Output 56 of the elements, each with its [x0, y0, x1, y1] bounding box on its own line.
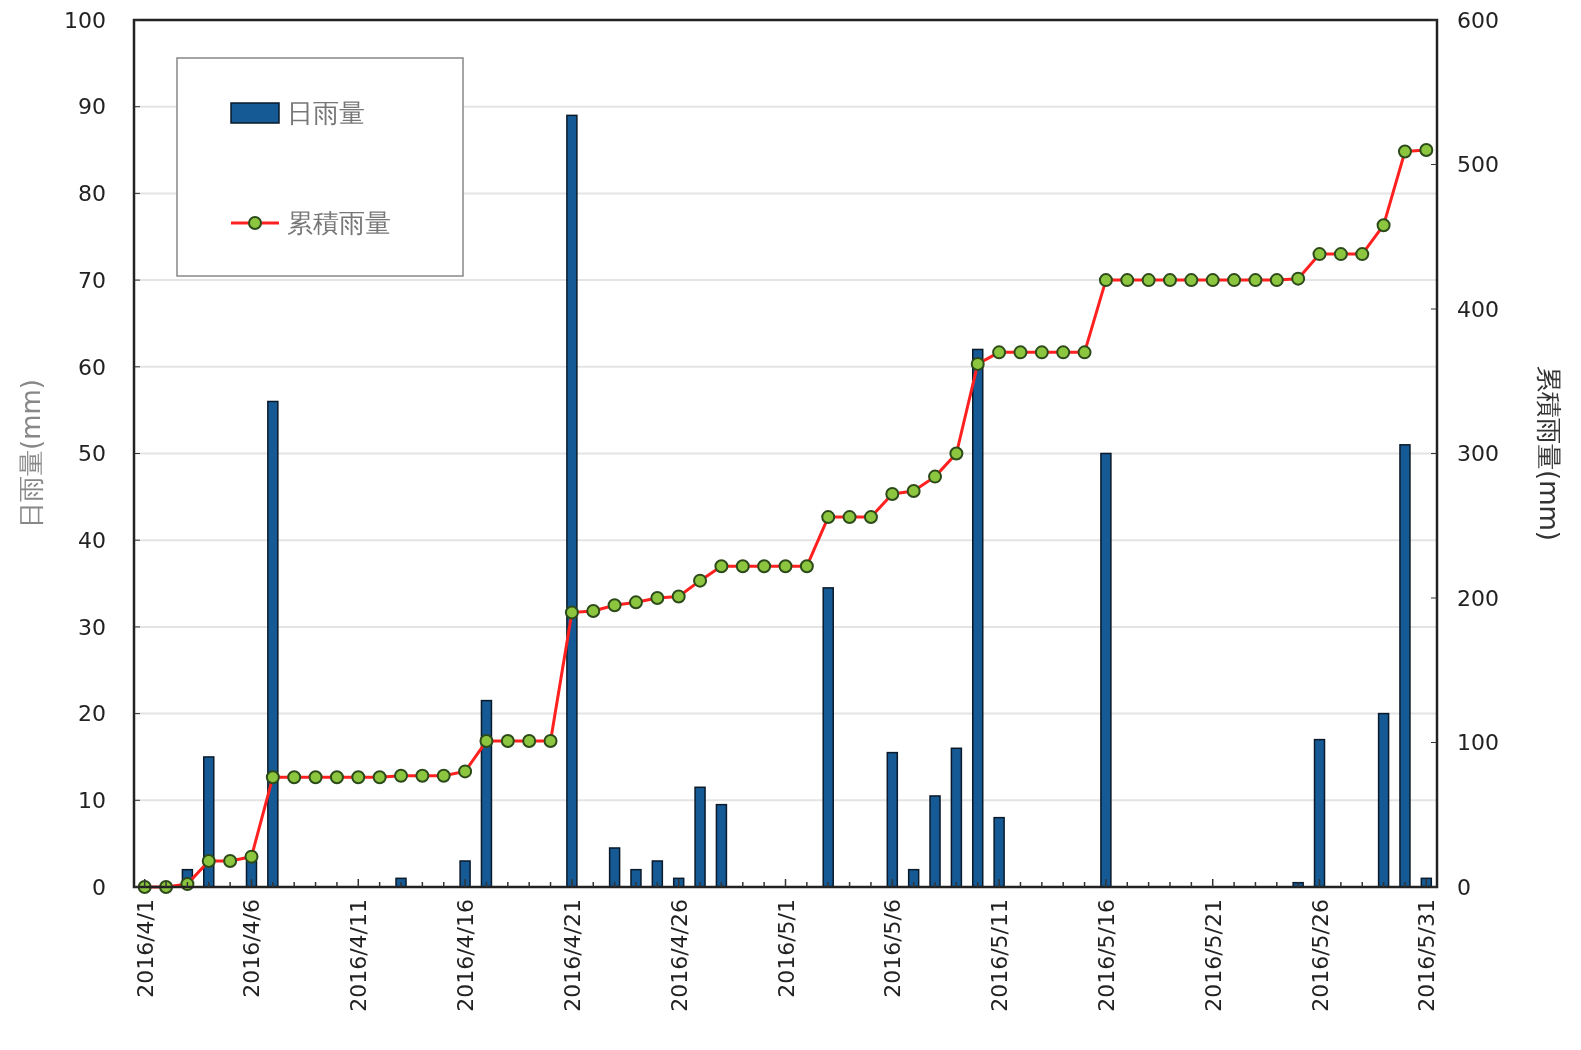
y-tick-label: 30 [78, 614, 106, 640]
y-axis-title: 日雨量(mm) [16, 379, 46, 528]
bar [267, 400, 279, 888]
y-tick-label: 50 [78, 441, 106, 467]
bar [203, 756, 215, 888]
bar [886, 751, 899, 888]
x-tick-label: 2016/4/21 [559, 899, 585, 1012]
x-tick-label: 2016/4/16 [453, 899, 479, 1012]
bar [972, 348, 984, 888]
y2-tick-label: 600 [1457, 7, 1499, 33]
x-tick-label: 2016/5/21 [1200, 899, 1226, 1012]
y-tick-label: 0 [92, 874, 106, 900]
x-tick-label: 2016/5/11 [987, 899, 1013, 1012]
bar [694, 786, 706, 888]
x-tick-label: 2016/5/6 [880, 899, 906, 998]
bar [715, 803, 728, 888]
bar [929, 795, 941, 888]
bar [459, 860, 471, 888]
y-tick-label: 60 [78, 354, 106, 380]
y-tick-label: 100 [64, 7, 106, 33]
y-tick-label: 20 [78, 701, 106, 727]
y2-tick-label: 0 [1457, 874, 1471, 900]
y-tick-label: 10 [78, 788, 106, 813]
bar [651, 860, 664, 888]
y2-tick-label: 300 [1457, 441, 1499, 467]
y2-axis-title: 累積雨量(mm) [1534, 366, 1564, 541]
bar [950, 747, 963, 888]
bar [1100, 452, 1112, 888]
x-tick-label: 2016/4/1 [132, 899, 158, 998]
y-tick-label: 40 [78, 527, 106, 553]
bar [630, 868, 642, 888]
y2-tick-label: 400 [1457, 296, 1499, 322]
y2-tick-label: 500 [1457, 152, 1499, 178]
legend-label: 累積雨量 [287, 208, 391, 239]
legend-label: 日雨量 [287, 98, 365, 129]
y-tick-label: 70 [78, 267, 106, 293]
bar [993, 816, 1005, 888]
bar [566, 114, 578, 888]
bar [480, 699, 493, 888]
bar [822, 587, 834, 888]
x-tick-label: 2016/4/11 [346, 899, 372, 1012]
bar [907, 868, 920, 888]
y2-tick-label: 100 [1457, 730, 1499, 756]
bar [1377, 712, 1390, 888]
x-tick-label: 2016/4/6 [239, 899, 265, 998]
x-tick-label: 2016/5/1 [773, 899, 799, 998]
x-tick-label: 2016/4/26 [666, 899, 692, 1012]
x-tick-label: 2016/5/16 [1093, 899, 1119, 1012]
y2-tick-label: 200 [1457, 585, 1499, 611]
x-tick-label: 2016/5/26 [1307, 899, 1333, 1012]
x-tick-label: 2016/5/31 [1414, 899, 1440, 1012]
bar [608, 847, 621, 888]
bar [1399, 444, 1411, 888]
y-tick-label: 90 [78, 94, 106, 120]
bar [1313, 738, 1326, 888]
y-tick-label: 80 [78, 181, 106, 207]
